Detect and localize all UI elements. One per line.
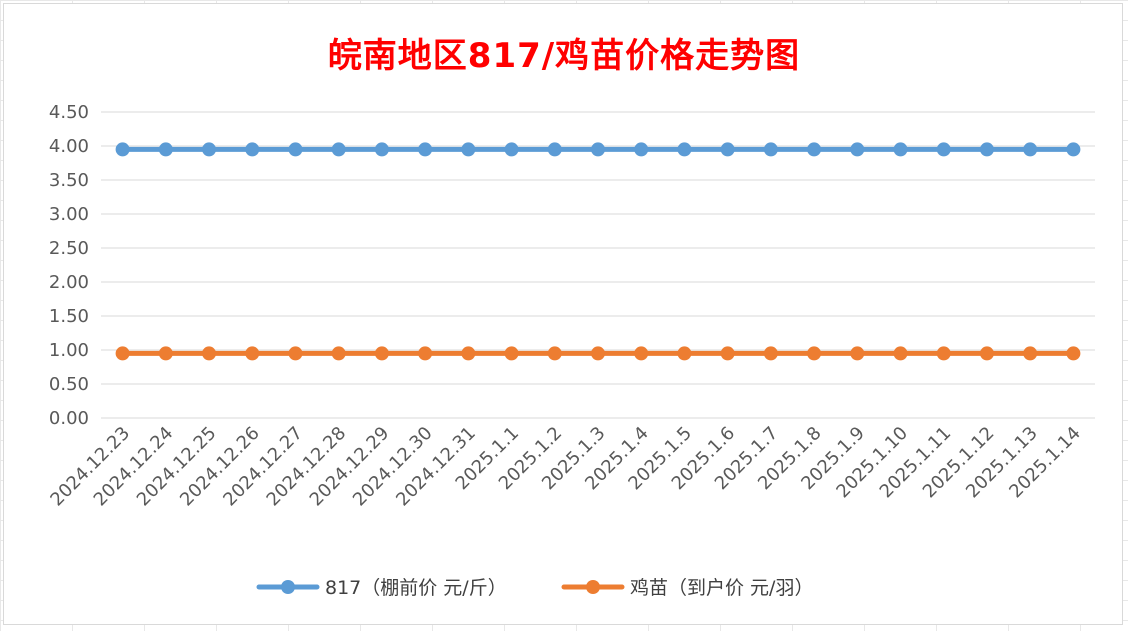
data-point: [720, 142, 735, 157]
data-point: [677, 346, 692, 361]
data-point: [893, 142, 908, 157]
data-point: [591, 142, 605, 157]
legend-label: 817（棚前价 元/斤）: [325, 577, 507, 599]
data-point: [720, 346, 735, 361]
data-point: [245, 346, 260, 361]
data-point: [288, 346, 303, 361]
data-point: [331, 346, 346, 361]
data-point: [763, 346, 778, 361]
y-tick-label: 2.50: [49, 238, 89, 259]
y-tick-label: 1.50: [49, 306, 89, 327]
data-point: [893, 346, 908, 361]
data-point: [763, 142, 778, 157]
legend-marker: [586, 580, 600, 594]
y-tick-label: 3.50: [49, 170, 89, 191]
data-point: [245, 142, 260, 157]
data-point: [158, 346, 173, 361]
data-point: [547, 142, 562, 157]
data-point: [374, 346, 389, 361]
data-point: [677, 142, 692, 157]
data-point: [461, 346, 476, 361]
chart-title: 皖南地区817/鸡苗价格走势图: [327, 36, 801, 76]
data-point: [850, 346, 865, 361]
y-tick-label: 1.00: [49, 340, 89, 361]
data-point: [374, 142, 389, 157]
data-point: [936, 142, 951, 157]
data-point: [1066, 142, 1081, 157]
legend-marker: [281, 580, 295, 594]
data-point: [936, 346, 951, 361]
y-tick-label: 3.00: [49, 204, 89, 225]
data-point: [1023, 346, 1038, 361]
data-point: [1066, 346, 1081, 361]
data-point: [591, 346, 605, 361]
data-point: [461, 142, 476, 157]
data-point: [418, 346, 433, 361]
data-point: [504, 142, 519, 157]
data-point: [979, 346, 994, 361]
legend-label: 鸡苗（到户价 元/羽）: [630, 577, 813, 599]
data-point: [331, 142, 346, 157]
data-point: [158, 142, 173, 157]
data-point: [1023, 142, 1038, 157]
data-point: [202, 346, 217, 361]
y-tick-label: 2.00: [49, 272, 89, 293]
data-point: [418, 142, 433, 157]
data-point: [807, 142, 822, 157]
data-point: [634, 142, 649, 157]
data-point: [288, 142, 303, 157]
y-tick-label: 0.00: [49, 408, 89, 429]
data-point: [850, 142, 865, 157]
data-point: [115, 346, 130, 361]
y-tick-label: 0.50: [49, 374, 89, 395]
data-point: [547, 346, 562, 361]
y-tick-label: 4.00: [49, 136, 89, 157]
data-point: [115, 142, 130, 157]
data-point: [807, 346, 822, 361]
chart-area[interactable]: 皖南地区817/鸡苗价格走势图 0.00 0.50 1.00 1.50 2.00 2.50…: [3, 3, 1123, 625]
data-point: [979, 142, 994, 157]
chart-svg: 0.00 0.50 1.00 1.50 2.00 2.50 3.00 3.50 4.00 4.50…: [46, 102, 1095, 599]
data-point: [202, 142, 217, 157]
y-tick-label: 4.50: [49, 102, 89, 123]
data-point: [634, 346, 649, 361]
data-point: [504, 346, 519, 361]
